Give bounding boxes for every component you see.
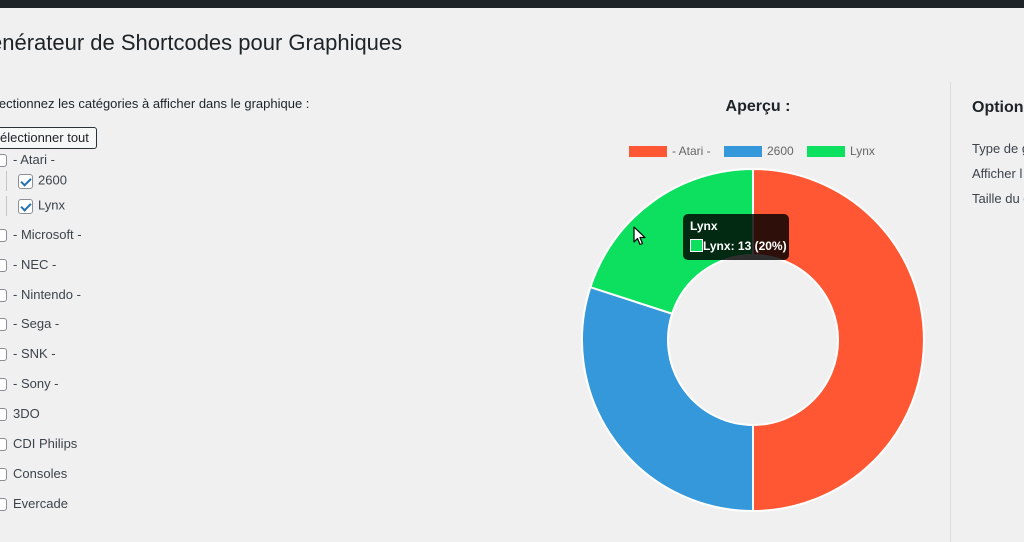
donut-slice-atari[interactable] [752,167,925,513]
category-label: Evercade [13,496,68,511]
category-label: - Microsoft - [13,227,82,242]
tooltip-title: Lynx [690,219,718,233]
legend-swatch [807,146,845,158]
donut-chart[interactable] [578,166,928,516]
chart-tooltip: Lynx Lynx: 13 (20%) [683,214,789,260]
option-size-label: Taille du g [972,191,1024,206]
checkbox[interactable] [0,378,7,392]
category-evercade[interactable]: Evercade [0,495,68,513]
tooltip-value: Lynx: 13 (20%) [703,239,787,253]
category-label: Consoles [13,466,68,481]
category-label: - Sega - [13,316,60,331]
checkbox[interactable] [0,498,7,512]
category-label: - Atari - [13,152,55,167]
option-chart-type-label: Type de g [972,141,1024,156]
category-snk[interactable]: - SNK - [0,345,56,363]
category-cdi-philips[interactable]: CDI Philips [0,435,77,453]
category-label: Lynx [38,197,65,213]
page-title: énérateur de Shortcodes pour Graphiques [0,30,403,55]
tree-guide [6,171,7,191]
checkbox[interactable] [0,154,7,168]
admin-top-bar [0,0,1024,8]
category-label: 2600 [38,172,67,188]
preview-title: Aperçu : [725,98,791,115]
category-sega[interactable]: - Sega - [0,315,59,333]
checkbox[interactable] [0,438,7,452]
category-label: - Sony - [13,376,59,391]
category-label: - NEC - [13,257,57,272]
legend-item-atari[interactable]: - Atari - [629,143,711,159]
checkbox[interactable] [0,289,7,303]
select-all-button[interactable]: électionner tout [0,127,97,149]
checkbox-checked[interactable] [18,198,33,214]
checkbox-checked[interactable] [18,173,33,189]
category-microsoft[interactable]: - Microsoft - [0,226,82,244]
checkbox[interactable] [0,468,7,482]
category-sony[interactable]: - Sony - [0,375,59,393]
legend-label: - Atari - [672,144,711,158]
legend-item-2600[interactable]: 2600 [724,143,794,159]
tooltip-swatch [690,239,703,252]
checkbox[interactable] [0,408,7,422]
category-label: - SNK - [13,346,56,361]
legend-swatch [724,146,762,158]
checkbox[interactable] [0,259,7,273]
category-nintendo[interactable]: - Nintendo - [0,286,81,304]
category-lynx[interactable]: Lynx [6,196,65,216]
category-label: - Nintendo - [13,287,81,302]
options-title: Option [972,99,1024,116]
category-consoles[interactable]: Consoles [0,465,67,483]
checkbox[interactable] [0,229,7,243]
category-2600[interactable]: 2600 [6,171,67,191]
category-label: CDI Philips [13,436,78,451]
legend-item-lynx[interactable]: Lynx [807,143,875,159]
option-show-label: Afficher l [972,166,1023,181]
donut-slice-lynx[interactable] [589,167,754,315]
legend-label: Lynx [850,144,875,158]
donut-slice-2600[interactable] [581,285,754,513]
legend-swatch [629,146,667,158]
legend-label: 2600 [767,144,794,158]
category-3do[interactable]: 3DO [0,405,40,423]
mouse-cursor-icon [633,226,646,246]
tree-guide [6,196,7,216]
category-label: 3DO [13,406,40,421]
category-atari[interactable]: - Atari - [0,151,55,169]
checkbox[interactable] [0,318,7,332]
options-panel [950,82,1024,542]
category-instruction: lectionnez les catégories à afficher dan… [0,96,310,111]
checkbox[interactable] [0,348,7,362]
category-nec[interactable]: - NEC - [0,256,56,274]
